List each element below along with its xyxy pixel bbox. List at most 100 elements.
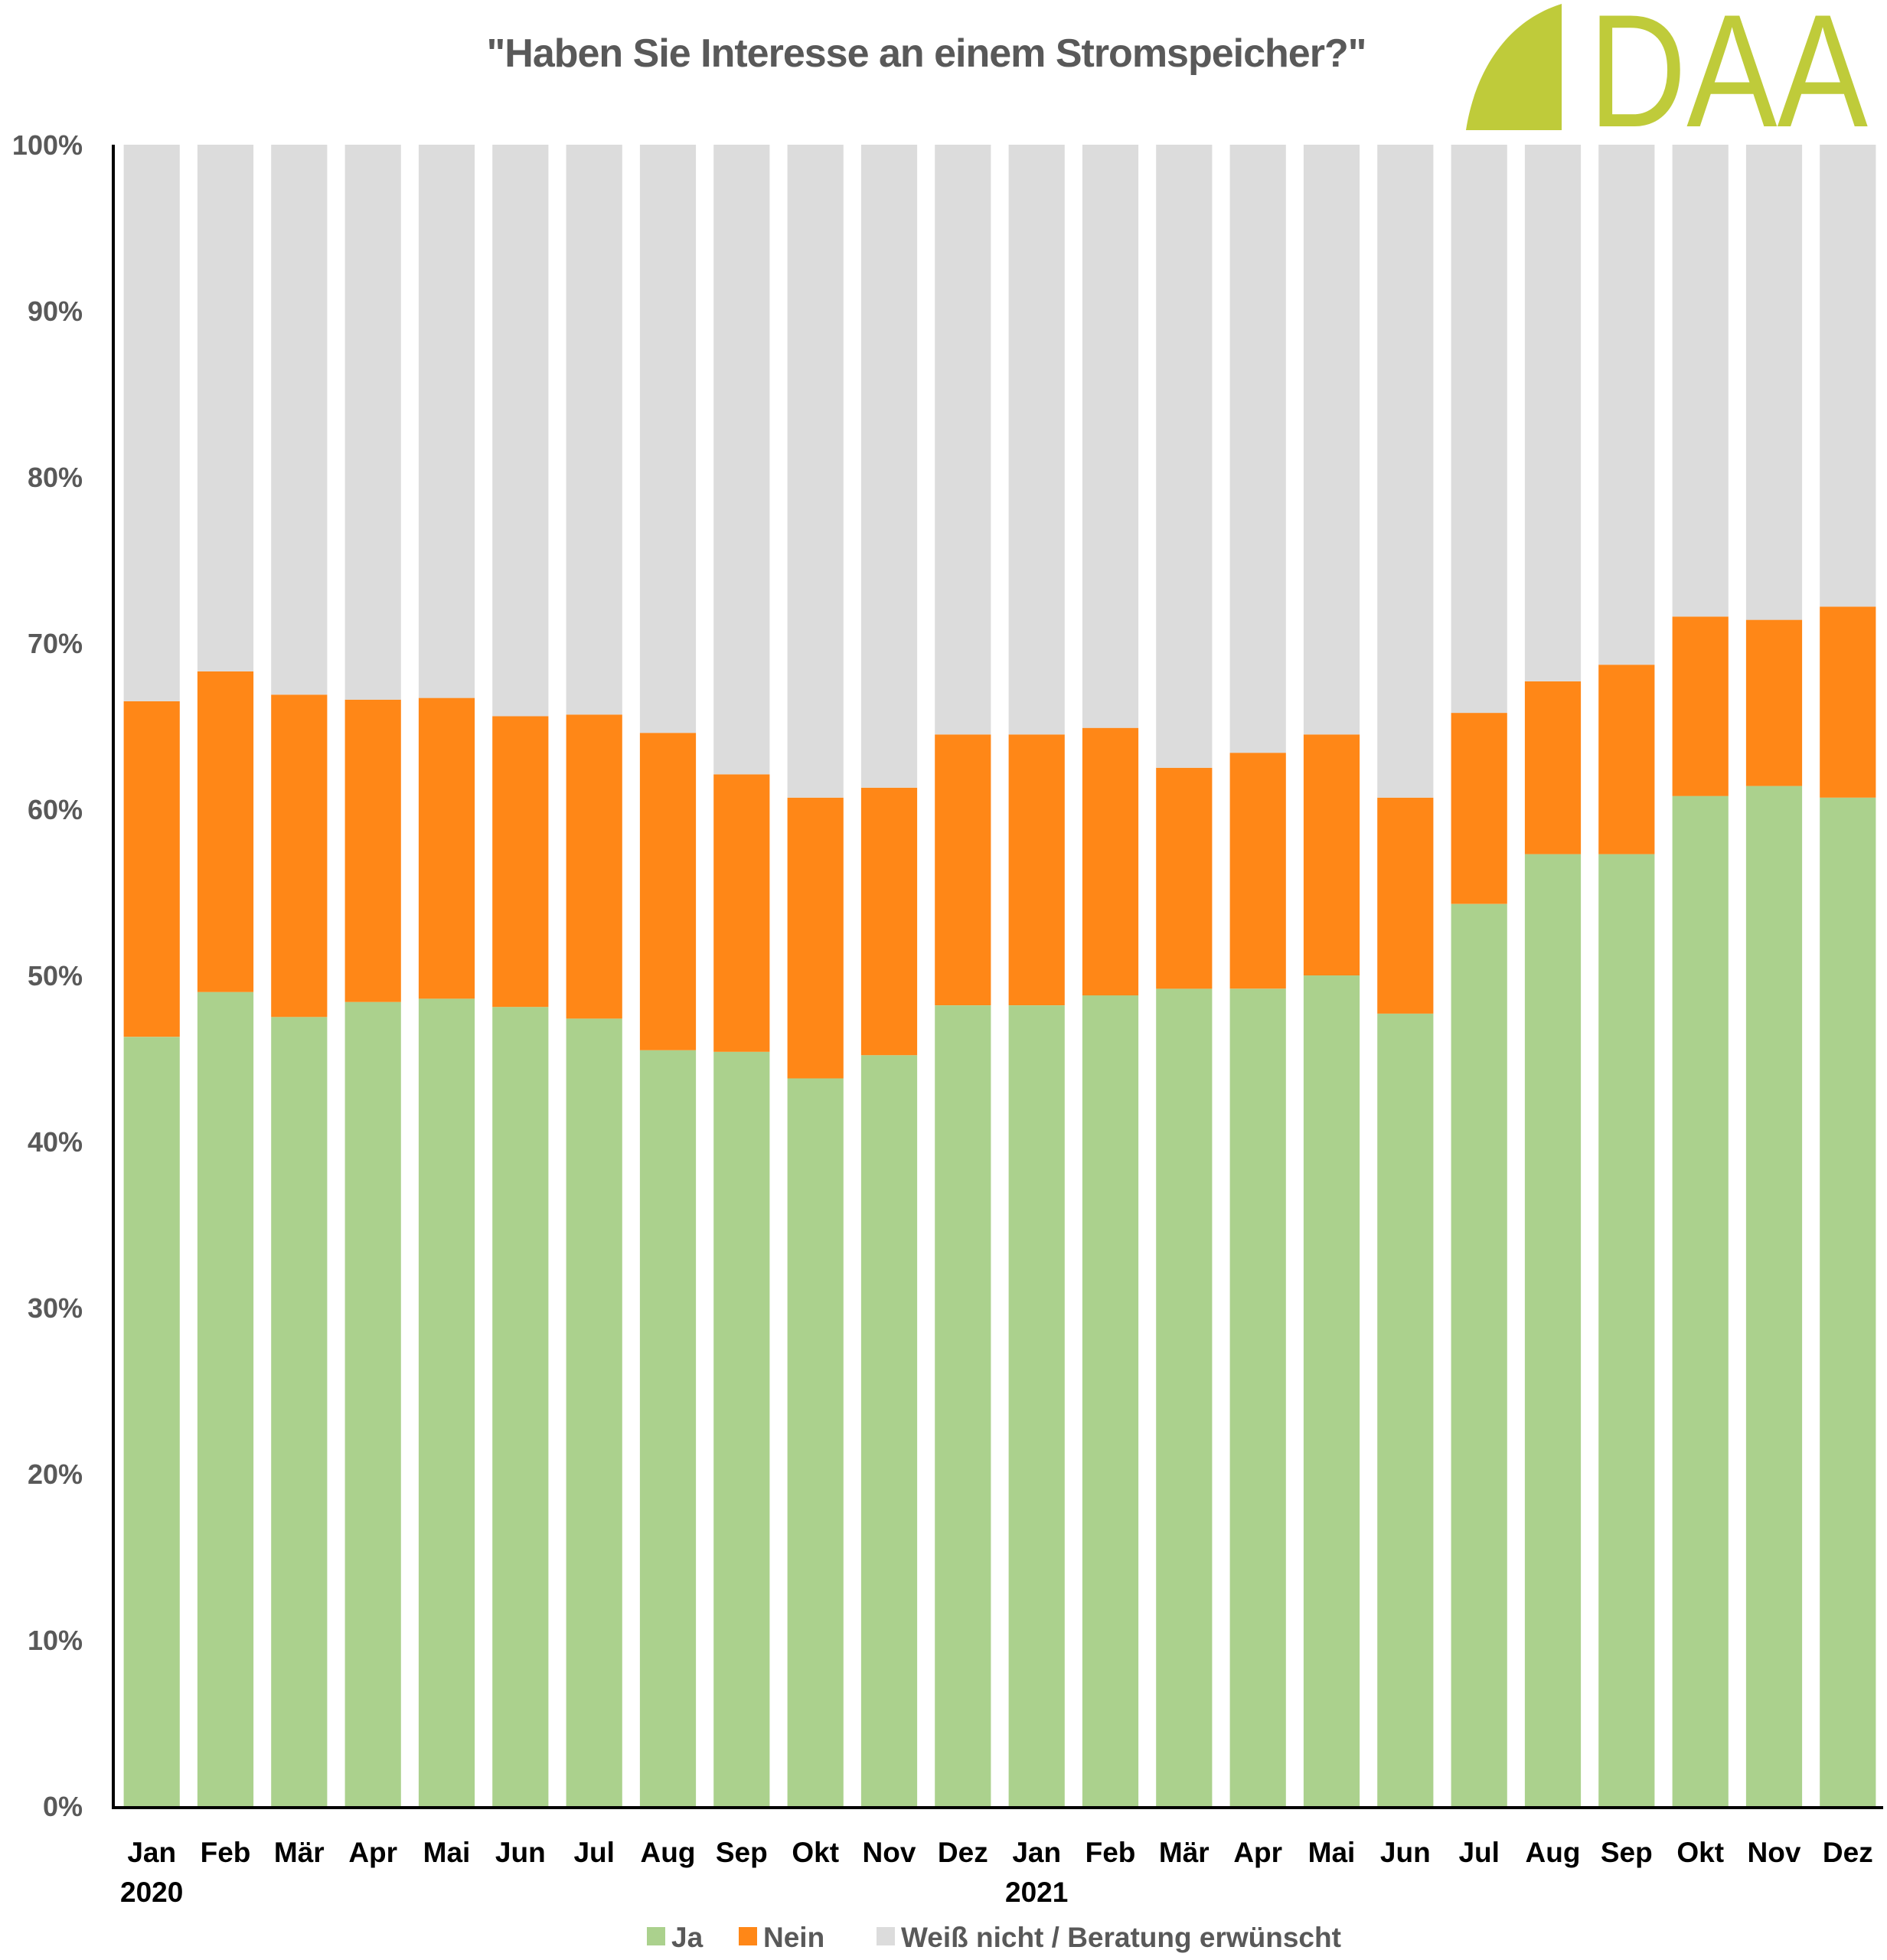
- y-tick-label: 50%: [28, 960, 83, 991]
- bar-segment-wei-nicht-beratung-erw-nscht-9: [787, 145, 844, 798]
- x-tick-label: Jan: [127, 1837, 176, 1868]
- x-tick-label: Jan: [1012, 1837, 1061, 1868]
- bar-segment-wei-nicht-beratung-erw-nscht-19: [1524, 145, 1582, 681]
- bar-segment-nein-12: [1008, 734, 1065, 1005]
- bar-segment-wei-nicht-beratung-erw-nscht-17: [1377, 145, 1434, 798]
- bar-segment-wei-nicht-beratung-erw-nscht-0: [123, 145, 180, 701]
- x-tick-label: Mai: [1308, 1837, 1356, 1868]
- bar-segment-ja-1: [197, 991, 254, 1806]
- bar-segment-ja-21: [1672, 795, 1729, 1806]
- legend-label-0: Ja: [671, 1922, 704, 1953]
- bar-segment-wei-nicht-beratung-erw-nscht-1: [197, 145, 254, 671]
- y-tick-label: 40%: [28, 1126, 83, 1158]
- x-tick-label: Sep: [1601, 1837, 1653, 1868]
- bar-segment-wei-nicht-beratung-erw-nscht-22: [1745, 145, 1803, 620]
- bar-segment-ja-22: [1745, 786, 1803, 1806]
- bar-segment-ja-11: [935, 1005, 991, 1806]
- x-tick-label: Mai: [423, 1837, 471, 1868]
- x-tick-label: Feb: [1086, 1837, 1136, 1868]
- bar-segment-wei-nicht-beratung-erw-nscht-15: [1229, 145, 1286, 753]
- bar-segment-ja-3: [344, 1001, 401, 1806]
- bar-segment-ja-20: [1598, 854, 1655, 1806]
- bar-segment-wei-nicht-beratung-erw-nscht-6: [566, 145, 622, 715]
- bar-segment-nein-2: [271, 694, 328, 1018]
- bar-segment-nein-22: [1745, 619, 1803, 786]
- bar-segment-nein-5: [492, 716, 549, 1008]
- bar-segment-wei-nicht-beratung-erw-nscht-16: [1303, 145, 1360, 735]
- bar-segment-ja-19: [1524, 854, 1582, 1806]
- bar-segment-nein-6: [566, 714, 622, 1019]
- x-tick-label: Aug: [641, 1837, 696, 1868]
- x-group-label-2021: 2021: [1005, 1877, 1068, 1908]
- x-tick-label: Apr: [348, 1837, 397, 1868]
- x-tick-label: Jun: [495, 1837, 546, 1868]
- bar-segment-wei-nicht-beratung-erw-nscht-21: [1672, 145, 1729, 617]
- legend-swatch-2: [877, 1927, 895, 1945]
- bar-segment-wei-nicht-beratung-erw-nscht-2: [271, 145, 328, 695]
- bar-segment-ja-16: [1303, 975, 1360, 1806]
- bar-segment-ja-6: [566, 1018, 622, 1806]
- y-tick-label: 100%: [12, 129, 83, 161]
- bar-segment-nein-10: [860, 787, 918, 1056]
- x-tick-label: Jul: [1458, 1837, 1499, 1868]
- x-tick-label: Apr: [1233, 1837, 1282, 1868]
- y-tick-label: 90%: [28, 296, 83, 327]
- x-tick-label: Aug: [1526, 1837, 1581, 1868]
- x-axis-ticks: Jan Feb Mär Apr Mai Jun Jul Aug Sep Okt Nov Dez Jan F…: [120, 1837, 1873, 1908]
- bar-segment-ja-17: [1377, 1013, 1434, 1806]
- bar-segment-nein-11: [935, 734, 991, 1005]
- bar-segment-ja-15: [1229, 988, 1286, 1806]
- daa-logo: DAA: [1458, 4, 1868, 130]
- bar-segment-ja-0: [123, 1037, 180, 1806]
- bar-segment-ja-23: [1820, 797, 1876, 1806]
- bar-segment-wei-nicht-beratung-erw-nscht-5: [492, 145, 549, 717]
- bar-segment-nein-13: [1082, 727, 1139, 996]
- bar-segment-wei-nicht-beratung-erw-nscht-20: [1598, 145, 1655, 665]
- x-tick-label: Feb: [201, 1837, 251, 1868]
- bar-segment-wei-nicht-beratung-erw-nscht-18: [1451, 145, 1507, 714]
- bar-segment-ja-2: [271, 1017, 328, 1807]
- x-tick-label: Nov: [863, 1837, 916, 1868]
- bar-segment-nein-9: [787, 797, 844, 1079]
- legend-swatch-1: [739, 1927, 757, 1945]
- bar-segment-wei-nicht-beratung-erw-nscht-8: [713, 145, 770, 775]
- logo-text: DAA: [1588, 4, 1868, 130]
- legend: Ja Nein Weiß nicht / Beratung erwünscht: [647, 1922, 1341, 1953]
- bar-segment-wei-nicht-beratung-erw-nscht-14: [1156, 145, 1213, 768]
- bar-segment-nein-17: [1377, 797, 1434, 1014]
- y-tick-label: 30%: [28, 1292, 83, 1324]
- y-tick-label: 20%: [28, 1459, 83, 1490]
- legend-label-1: Nein: [763, 1922, 824, 1953]
- bar-segment-wei-nicht-beratung-erw-nscht-3: [344, 145, 401, 700]
- bar-segment-nein-16: [1303, 734, 1360, 975]
- bar-segment-ja-4: [418, 998, 475, 1806]
- bar-segment-nein-18: [1451, 713, 1507, 904]
- x-tick-label: Mär: [1159, 1837, 1210, 1868]
- bar-segment-wei-nicht-beratung-erw-nscht-4: [418, 145, 475, 698]
- x-tick-label: Nov: [1748, 1837, 1801, 1868]
- bar-segment-ja-13: [1082, 995, 1139, 1806]
- x-tick-label: Jun: [1380, 1837, 1431, 1868]
- bar-segment-nein-3: [344, 699, 401, 1002]
- x-tick-label: Dez: [1823, 1837, 1873, 1868]
- bar-segment-ja-8: [713, 1051, 770, 1806]
- x-group-label-2020: 2020: [120, 1877, 183, 1908]
- bar-segment-nein-8: [713, 774, 770, 1052]
- chart-title: "Haben Sie Interesse an einem Stromspeic…: [486, 31, 1367, 76]
- bar-segment-wei-nicht-beratung-erw-nscht-12: [1008, 145, 1065, 735]
- bar-segment-ja-14: [1156, 988, 1213, 1806]
- y-axis-ticks: 0% 10% 20% 30% 40% 50% 60% 70% 80% 90% 100%: [12, 129, 83, 1822]
- bar-segment-nein-15: [1229, 753, 1286, 989]
- bar-segment-wei-nicht-beratung-erw-nscht-7: [639, 145, 697, 733]
- x-tick-label: Jul: [573, 1837, 614, 1868]
- x-tick-label: Okt: [792, 1837, 839, 1868]
- bar-segment-ja-7: [639, 1050, 697, 1806]
- x-tick-label: Dez: [938, 1837, 988, 1868]
- bar-segment-nein-1: [197, 671, 254, 992]
- bar-segment-ja-5: [492, 1007, 549, 1806]
- bar-segment-ja-12: [1008, 1005, 1065, 1806]
- bar-segment-wei-nicht-beratung-erw-nscht-11: [935, 145, 991, 735]
- y-tick-label: 60%: [28, 794, 83, 825]
- bar-segment-wei-nicht-beratung-erw-nscht-23: [1820, 145, 1876, 607]
